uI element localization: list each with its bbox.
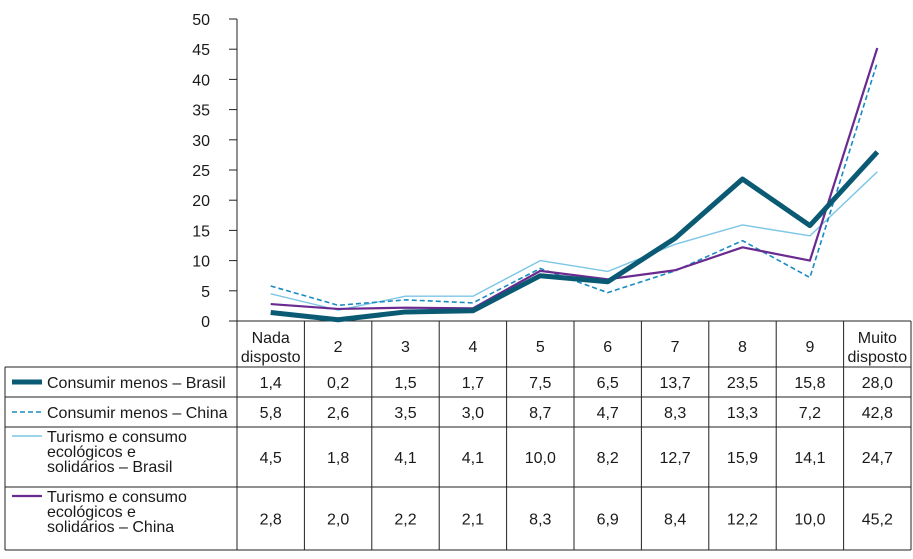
data-label: 13,3: [727, 405, 758, 422]
data-label: 6,5: [597, 375, 619, 392]
data-label: 4,7: [597, 405, 619, 422]
data-label: 4,5: [260, 450, 282, 467]
data-label: 10,0: [525, 450, 556, 467]
data-label: 1,4: [260, 375, 282, 392]
data-label: 12,7: [660, 450, 691, 467]
x-category-label: 8: [738, 339, 747, 356]
data-label: 5,8: [260, 405, 282, 422]
y-tick-label: 20: [192, 193, 210, 210]
y-tick-label: 5: [201, 284, 210, 301]
series-line-1: [270, 150, 880, 323]
data-label: 13,7: [660, 375, 691, 392]
x-category-label: 6: [603, 339, 612, 356]
data-label: 14,1: [794, 450, 825, 467]
x-category-label: 9: [805, 339, 814, 356]
x-category-label: 3: [401, 339, 410, 356]
y-tick-label: 45: [192, 42, 210, 59]
data-label: 8,7: [529, 405, 551, 422]
data-label: 28,0: [862, 375, 893, 392]
data-label: 8,3: [664, 405, 686, 422]
data-label: 42,8: [862, 405, 893, 422]
legend-label-2: Consumir menos – China: [47, 405, 228, 422]
data-label: 15,8: [794, 375, 825, 392]
x-category-label: 7: [671, 339, 680, 356]
legend-label-3-line1: Turismo e consumo: [47, 429, 187, 446]
data-label: 1,8: [327, 450, 349, 467]
x-category-label: 2: [334, 339, 343, 356]
data-label: 7,2: [799, 405, 821, 422]
legend-label-3-line2: ecológicos e: [47, 444, 136, 461]
data-label: 4,1: [394, 450, 416, 467]
data-label: 7,5: [529, 375, 551, 392]
data-label: 1,7: [462, 375, 484, 392]
x-category-label: 4: [468, 339, 477, 356]
data-label: 12,2: [727, 512, 758, 529]
series-line-3: [270, 171, 878, 311]
data-label: 2,8: [260, 512, 282, 529]
y-tick-label: 40: [192, 72, 210, 89]
data-label: 0,2: [327, 375, 349, 392]
data-label: 3,5: [394, 405, 416, 422]
data-label: 2,1: [462, 512, 484, 529]
series-line-4: [270, 47, 879, 311]
data-label: 4,1: [462, 450, 484, 467]
y-tick-label: 50: [192, 12, 210, 29]
data-label: 15,9: [727, 450, 758, 467]
x-category-label-line2: disposto: [241, 349, 301, 366]
data-label: 8,2: [597, 450, 619, 467]
data-label: 45,2: [862, 512, 893, 529]
data-label: 1,5: [394, 375, 416, 392]
legend-label-1: Consumir menos – Brasil: [47, 375, 226, 392]
legend-label-3-line3: solidários – Brasil: [47, 459, 172, 476]
y-tick-label: 35: [192, 103, 210, 120]
data-label: 2,6: [327, 405, 349, 422]
data-label: 3,0: [462, 405, 484, 422]
data-label: 24,7: [862, 450, 893, 467]
x-category-label-line1: Nada: [252, 330, 290, 347]
x-category-label-line2: disposto: [848, 349, 908, 366]
data-label: 23,5: [727, 375, 758, 392]
data-label: 2,0: [327, 512, 349, 529]
y-tick-label: 0: [201, 314, 210, 331]
y-tick-label: 25: [192, 163, 210, 180]
series-line-2: [270, 62, 879, 307]
legend-label-4-line1: Turismo e consumo: [47, 489, 187, 506]
x-category-label: 5: [536, 339, 545, 356]
data-label: 10,0: [794, 512, 825, 529]
legend-label-4-line2: ecológicos e: [47, 504, 136, 521]
data-label: 8,3: [529, 512, 551, 529]
y-tick-label: 10: [192, 254, 210, 271]
y-tick-label: 30: [192, 133, 210, 150]
data-label: 6,9: [597, 512, 619, 529]
y-tick-label: 15: [192, 223, 210, 240]
x-category-label-line1: Muito: [858, 330, 897, 347]
data-label: 8,4: [664, 512, 686, 529]
legend-label-4-line3: solidários – China: [47, 519, 174, 536]
data-label: 2,2: [394, 512, 416, 529]
